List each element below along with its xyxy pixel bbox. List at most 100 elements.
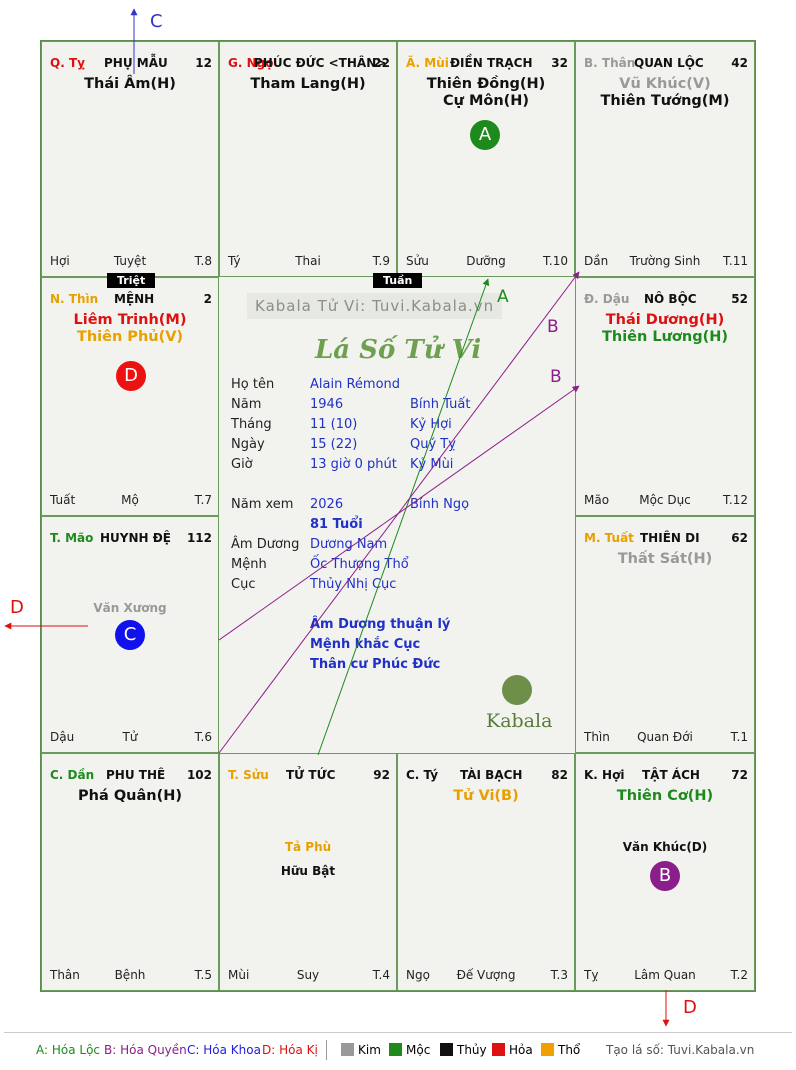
value-nam-xem: 2026 (310, 497, 344, 512)
palace-c6: Đ. Dậu NÔ BỘC 52 Thái Dương(H) Thiên Lương(H… (575, 277, 755, 516)
minor-star: Tả Phù (284, 840, 332, 854)
palace-foot-left: Sửu (406, 254, 429, 268)
palace-c2: G. Ngọ PHÚC ĐỨC <THÂN> 22 Tham Lang(H) Tý Tha… (219, 41, 397, 277)
value-am-duong: Dương Nam (310, 537, 388, 552)
palace-foot-right: T.2 (730, 968, 748, 982)
value-nam-xem-can: Bính Ngọ (410, 497, 470, 512)
palace-number: 82 (551, 768, 568, 782)
palace-number: 72 (731, 768, 748, 782)
legend-b-text: B: Hóa Quyền (104, 1043, 187, 1057)
palace-foot-left: Thân (50, 968, 80, 982)
palace-can: N. Thìn (50, 292, 99, 306)
legend-d-text: D: Hóa Kị (262, 1043, 318, 1057)
arrow-label-d-bottom: D (683, 997, 697, 1018)
palace-number: 112 (186, 531, 212, 545)
palace-c11: C. Tý TÀI BẠCH 82 Tử Vi(B) Ngọ Đế Vượng T.3 (397, 753, 575, 991)
palace-number: 52 (731, 292, 748, 306)
major-star: Phá Quân(H) (78, 788, 182, 804)
palace-foot-right: T.7 (194, 493, 212, 507)
label-nam: Năm (231, 397, 262, 412)
kabala-brand: Kabala (486, 710, 553, 732)
note-am-duong: Âm Dương thuận lý (310, 617, 451, 632)
palace-c4: B. Thân QUAN LỘC 42 Vũ Khúc(V) Thiên Tướng(M… (575, 41, 755, 277)
palace-name: PHỤ MẪU (104, 56, 168, 70)
palace-can: Q. Tỵ (50, 56, 85, 70)
palace-foot-right: T.10 (543, 254, 568, 268)
arrow-label-d-left: D (10, 597, 24, 618)
major-star: Vũ Khúc(V) (619, 76, 711, 92)
palace-c1: Q. Tỵ PHỤ MẪU 12 Thái Âm(H) Hợi Tuyệt T.8 (41, 41, 219, 277)
palace-name: MỆNH (114, 292, 155, 306)
palace-c5: N. Thìn MỆNH 2 Liêm Trinh(M) Thiên Phủ(V) Tuấ… (41, 277, 219, 516)
palace-foot-right: T.6 (194, 730, 212, 744)
major-star: Thiên Tướng(M) (600, 93, 730, 109)
legend-hoa: Hỏa (492, 1043, 533, 1057)
palace-foot-stage: Mộ (121, 493, 139, 507)
value-ngay-can: Quý Tỵ (410, 437, 456, 452)
palace-foot-left: Dậu (50, 730, 75, 744)
legend-moc-text: Mộc (406, 1043, 431, 1057)
palace-number: 92 (373, 768, 390, 782)
label-ngay: Ngày (231, 437, 265, 452)
legend-c-text: C: Hóa Khoa (187, 1043, 261, 1057)
chart-title: Lá Số Tử Vi (315, 335, 482, 365)
note-menh-cuc: Mệnh khắc Cục (310, 637, 421, 652)
palace-foot-right: T.1 (730, 730, 748, 744)
palace-c10: T. Sửu TỬ TỨC 92 Tả Phù Hữu Bật Mùi Suy T.4 (219, 753, 397, 991)
legend-divider (4, 1032, 792, 1033)
value-gio-can: Kỷ Mùi (410, 457, 454, 472)
palace-foot-stage: Tuyệt (113, 254, 147, 268)
arrow-label-c: C (150, 11, 163, 32)
legend-b: B: Hóa Quyền (104, 1043, 187, 1057)
palace-can: K. Hợi (584, 768, 625, 782)
palace-c3: Ã. Mùi ĐIỀN TRẠCH 32 Thiên Đồng(H) Cự Môn(H)… (397, 41, 575, 277)
legend-tho: Thổ (541, 1043, 580, 1057)
palace-name: PHÚC ĐỨC <THÂN> (254, 56, 387, 70)
palace-c12: K. Hợi TẬT ÁCH 72 Thiên Cơ(H) Văn Khúc(D) Tỵ L… (575, 753, 755, 991)
palace-foot-right: T.11 (723, 254, 748, 268)
thuy-swatch (440, 1043, 453, 1056)
palace-can: C. Tý (406, 768, 439, 782)
palace-foot-stage: Mộc Dục (639, 493, 691, 507)
badge-a: A (470, 120, 500, 150)
palace-name: TẬT ÁCH (642, 768, 700, 782)
palace-name: PHU THÊ (106, 768, 166, 782)
palace-can: T. Mão (50, 531, 94, 545)
palace-foot-stage: Trường Sinh (629, 254, 701, 268)
arrow-label-a: A (497, 287, 509, 307)
legend-divider-v (326, 1040, 327, 1060)
palace-name: HUYNH ĐỆ (100, 531, 171, 545)
label-ho-ten: Họ tên (231, 377, 275, 392)
palace-foot-stage: Thai (295, 254, 321, 268)
palace-foot-stage: Dưỡng (466, 254, 506, 268)
palace-can: Ã. Mùi (406, 56, 449, 70)
palace-can: M. Tuất (584, 531, 634, 545)
value-thang: 11 (10) (310, 417, 358, 432)
palace-foot-left: Mão (584, 493, 610, 507)
palace-foot-stage: Quan Đới (637, 730, 693, 744)
palace-name: QUAN LỘC (634, 56, 704, 70)
minor-star: Văn Khúc(D) (622, 840, 708, 854)
label-am-duong: Âm Dương (231, 537, 300, 552)
palace-number: 42 (731, 56, 748, 70)
note-than-cu: Thân cư Phúc Đức (310, 657, 441, 672)
palace-number: 2 (203, 292, 212, 306)
arrow-label-b2: B (550, 367, 562, 387)
value-nam-can: Bính Tuất (410, 397, 471, 412)
palace-name: TỬ TỨC (286, 768, 336, 782)
palace-can: B. Thân (584, 56, 636, 70)
label-gio: Giờ (231, 457, 253, 472)
triet-tag: Triệt (107, 273, 156, 288)
tho-swatch (541, 1043, 554, 1056)
badge-b: B (650, 861, 680, 891)
minor-star: Văn Xương (93, 601, 167, 615)
value-ho-ten: Alain Rémond (310, 377, 401, 392)
palace-can: Đ. Dậu (584, 292, 630, 306)
palace-number: 22 (373, 56, 390, 70)
moc-swatch (389, 1043, 402, 1056)
palace-foot-left: Dần (584, 254, 609, 268)
palace-c9: C. Dần PHU THÊ 102 Phá Quân(H) Thân Bệnh T.5 (41, 753, 219, 991)
palace-foot-left: Tuất (50, 493, 76, 507)
palace-name: THIÊN DI (640, 531, 700, 545)
major-star: Thiên Đồng(H) (426, 76, 546, 92)
